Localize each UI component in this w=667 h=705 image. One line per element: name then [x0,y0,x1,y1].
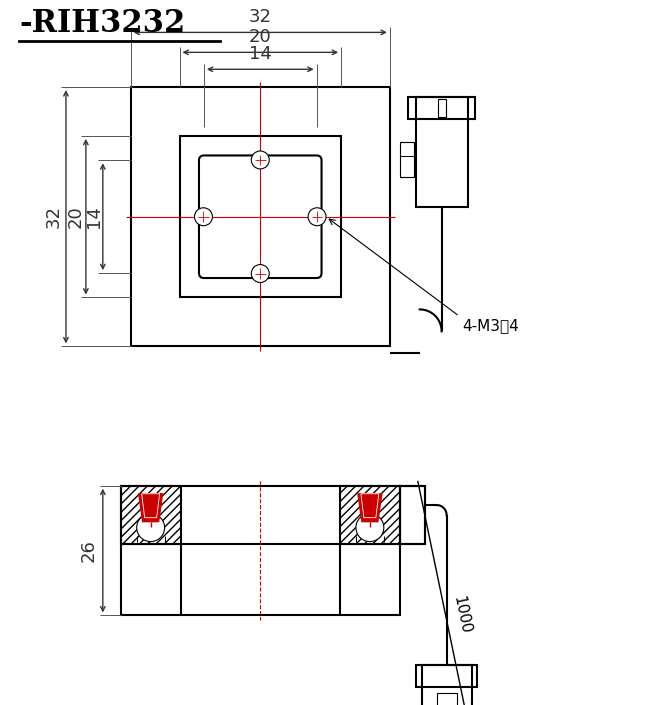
Bar [121,486,400,615]
Bar [400,486,425,544]
Circle shape [251,151,269,169]
Text: 20: 20 [249,28,271,47]
Text: 32: 32 [249,8,271,26]
Text: 1000: 1000 [450,594,473,635]
Bar [179,136,341,298]
Text: 14: 14 [85,205,103,228]
Circle shape [308,208,326,226]
Circle shape [137,514,165,541]
Circle shape [195,208,212,226]
Polygon shape [139,493,163,522]
Circle shape [356,514,384,541]
Bar [438,99,446,117]
Bar [121,486,181,544]
Bar [340,486,400,544]
Text: 14: 14 [249,45,271,63]
Bar [437,693,456,705]
Text: 32: 32 [45,205,63,228]
Text: 4-M3深4: 4-M3深4 [462,319,520,333]
Text: 20: 20 [67,205,85,228]
Bar [422,665,472,705]
Bar [416,97,468,207]
Bar [131,87,390,346]
Text: -RIH3232: -RIH3232 [19,8,185,39]
Polygon shape [358,493,382,522]
Bar [416,665,478,687]
Bar [408,97,476,119]
Bar [400,142,414,177]
Text: 26: 26 [80,539,98,562]
Circle shape [251,264,269,283]
